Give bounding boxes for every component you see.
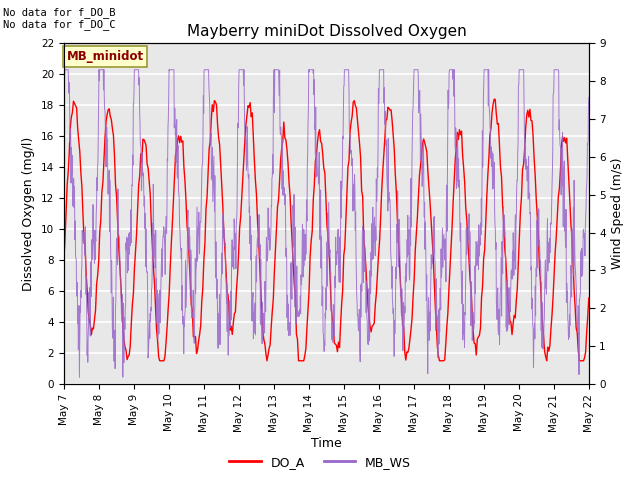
Text: No data for f_DO_C: No data for f_DO_C (3, 19, 116, 30)
Legend: DO_A, MB_WS: DO_A, MB_WS (224, 451, 416, 474)
Title: Mayberry miniDot Dissolved Oxygen: Mayberry miniDot Dissolved Oxygen (186, 24, 467, 39)
Text: No data for f_DO_B: No data for f_DO_B (3, 7, 116, 18)
X-axis label: Time: Time (311, 437, 342, 450)
Y-axis label: Dissolved Oxygen (mg/l): Dissolved Oxygen (mg/l) (22, 136, 35, 291)
Text: MB_minidot: MB_minidot (67, 50, 144, 63)
Y-axis label: Wind Speed (m/s): Wind Speed (m/s) (611, 158, 625, 269)
